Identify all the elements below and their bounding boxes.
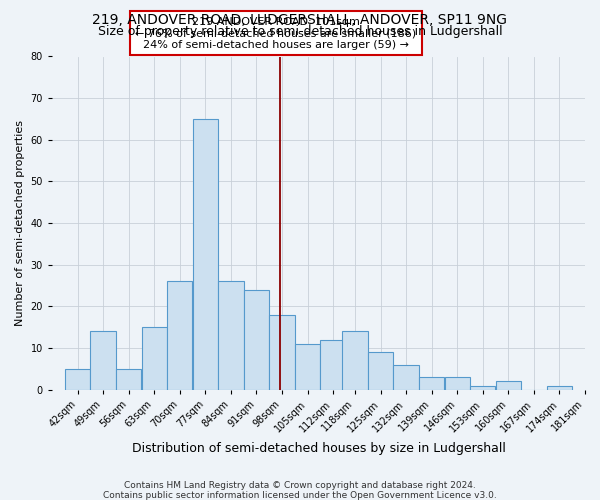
Bar — [65, 369, 90, 390]
Bar — [445, 377, 470, 390]
Bar — [142, 327, 167, 390]
Y-axis label: Number of semi-detached properties: Number of semi-detached properties — [15, 120, 25, 326]
Bar — [91, 332, 116, 390]
Text: Contains public sector information licensed under the Open Government Licence v3: Contains public sector information licen… — [103, 490, 497, 500]
Bar — [269, 314, 295, 390]
X-axis label: Distribution of semi-detached houses by size in Ludgershall: Distribution of semi-detached houses by … — [131, 442, 505, 455]
Bar — [244, 290, 269, 390]
Bar — [496, 382, 521, 390]
Text: 219, ANDOVER ROAD, LUDGERSHALL, ANDOVER, SP11 9NG: 219, ANDOVER ROAD, LUDGERSHALL, ANDOVER,… — [92, 12, 508, 26]
Text: Size of property relative to semi-detached houses in Ludgershall: Size of property relative to semi-detach… — [98, 25, 502, 38]
Bar — [320, 340, 346, 390]
Bar — [193, 119, 218, 390]
Bar — [547, 386, 572, 390]
Bar — [295, 344, 320, 390]
Bar — [116, 369, 141, 390]
Bar — [343, 332, 368, 390]
Bar — [470, 386, 496, 390]
Bar — [368, 352, 393, 390]
Text: Contains HM Land Registry data © Crown copyright and database right 2024.: Contains HM Land Registry data © Crown c… — [124, 482, 476, 490]
Text: 219 ANDOVER ROAD: 101sqm
← 76% of semi-detached houses are smaller (186)
24% of : 219 ANDOVER ROAD: 101sqm ← 76% of semi-d… — [135, 16, 416, 50]
Bar — [394, 364, 419, 390]
Bar — [167, 282, 193, 390]
Bar — [419, 377, 445, 390]
Bar — [218, 282, 244, 390]
